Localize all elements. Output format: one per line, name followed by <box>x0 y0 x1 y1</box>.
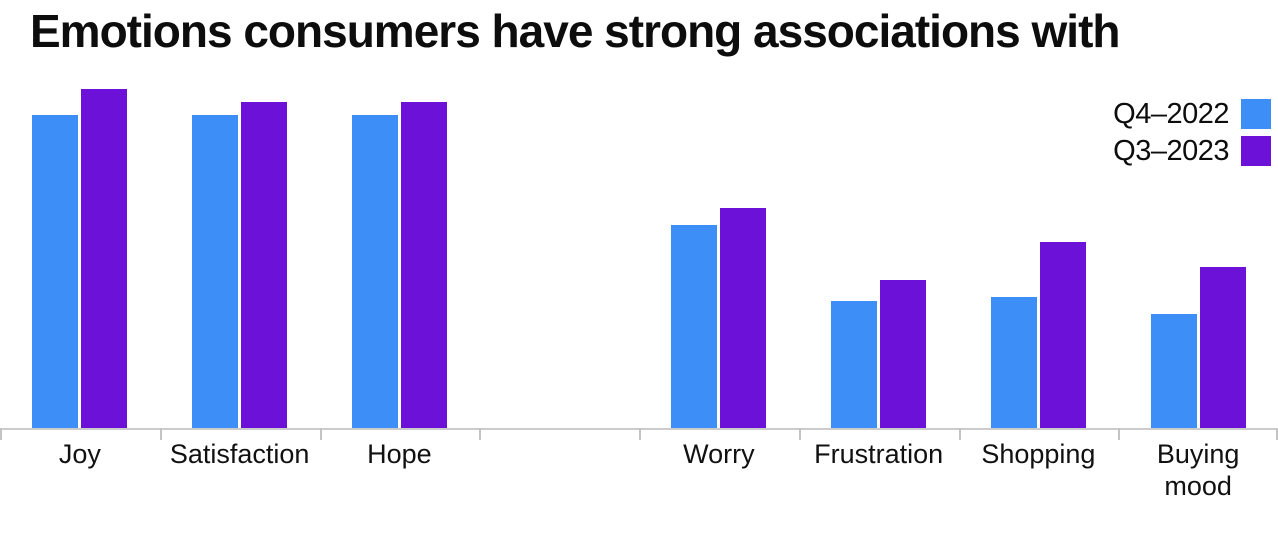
bar-group-joy <box>0 68 160 428</box>
bar-group-buying <box>1118 68 1278 428</box>
legend-item-q4-2022: Q4–2022 <box>1113 99 1271 129</box>
bar-shopping <box>990 296 1037 428</box>
category-label-hope: Hope <box>367 439 432 469</box>
bar-joy <box>81 89 128 428</box>
bar-satisfaction <box>192 114 239 428</box>
bar-frustration <box>831 300 878 428</box>
axis-tick <box>798 428 801 440</box>
bar-satisfaction <box>241 101 288 428</box>
category-label-shopping: Shopping <box>981 439 1096 469</box>
bar-group-spacer <box>479 68 639 428</box>
bar-group-worry <box>639 68 799 428</box>
bar-group-satisfaction <box>160 68 320 428</box>
category-labels: Joy Satisfaction Hope Worry Frustration Shopp… <box>0 438 1278 503</box>
axis-tick <box>479 428 482 440</box>
legend-swatch-q3-2023 <box>1241 136 1271 166</box>
chart-title: Emotions consumers have strong associati… <box>30 5 1120 57</box>
axis-tick <box>1118 428 1121 440</box>
category-label-joy: Joy <box>58 439 101 469</box>
category-label-worry: Worry <box>683 439 755 469</box>
category-label-spacer <box>479 438 639 503</box>
bar-buying <box>1150 313 1197 428</box>
bar-hope <box>351 114 398 428</box>
bar-worry <box>671 224 718 428</box>
axis-tick <box>958 428 961 440</box>
bar-frustration <box>880 279 927 428</box>
axis-tick <box>319 428 322 440</box>
plot-area <box>0 68 1278 428</box>
category-label-frustration: Frustration <box>814 439 944 469</box>
category-label-buying: Buying mood <box>1156 439 1240 502</box>
bar-group-hope <box>320 68 480 428</box>
legend-swatch-q4-2022 <box>1241 99 1271 129</box>
legend-label-q3-2023: Q3–2023 <box>1113 135 1229 167</box>
legend-item-q3-2023: Q3–2023 <box>1113 136 1271 166</box>
bar-worry <box>720 207 767 428</box>
axis-tick <box>1276 428 1278 440</box>
axis-tick <box>159 428 162 440</box>
bar-group-shopping <box>959 68 1119 428</box>
legend-label-q4-2022: Q4–2022 <box>1113 98 1229 130</box>
bar-group-frustration <box>799 68 959 428</box>
bar-hope <box>400 101 447 428</box>
axis-tick <box>0 428 2 440</box>
legend: Q4–2022 Q3–2023 <box>1113 99 1271 166</box>
category-label-satisfaction: Satisfaction <box>169 439 310 469</box>
bar-buying <box>1199 267 1246 428</box>
axis-tick <box>639 428 641 440</box>
bar-shopping <box>1039 241 1086 428</box>
bar-joy <box>32 114 79 428</box>
